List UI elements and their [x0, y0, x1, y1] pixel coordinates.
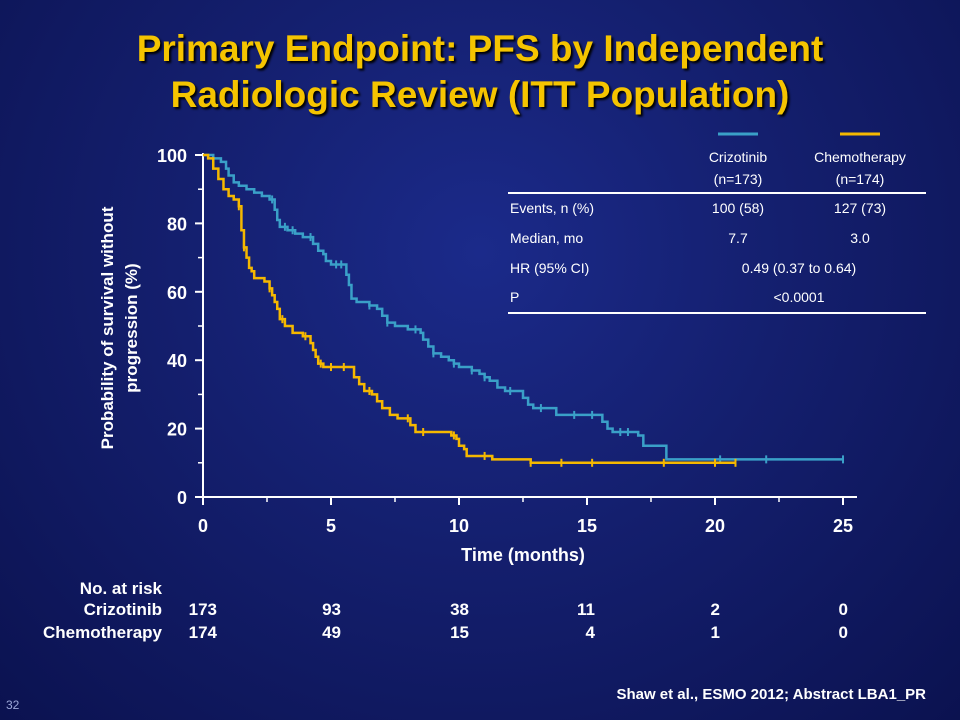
y-tick-label: 60 [167, 283, 187, 303]
y-tick-label: 40 [167, 351, 187, 371]
x-tick-label: 0 [198, 516, 208, 536]
risk-value: 93 [322, 600, 341, 619]
x-tick-label: 15 [577, 516, 597, 536]
legend-label-chemotherapy: Chemotherapy [814, 149, 906, 165]
x-tick-label: 25 [833, 516, 853, 536]
slide-number: 32 [6, 698, 20, 712]
risk-value: 2 [710, 600, 720, 619]
slide-title-line-2: Radiologic Review (ITT Population) [170, 74, 790, 115]
risk-value: 0 [838, 623, 848, 642]
stats-row-label: Events, n (%) [510, 200, 594, 216]
stats-row-value: 0.49 (0.37 to 0.64) [742, 260, 856, 276]
legend-n-chemotherapy: (n=174) [836, 171, 885, 187]
series-line-crizotinib [203, 153, 843, 461]
stats-row-value-crizotinib: 7.7 [728, 230, 748, 246]
stats-row-label: Median, mo [510, 230, 583, 246]
stats-row-label: HR (95% CI) [510, 260, 589, 276]
y-axis-label-line-2: progression (%) [122, 263, 141, 392]
legend-label-crizotinib: Crizotinib [709, 149, 768, 165]
risk-value: 11 [577, 600, 595, 619]
slide-title: Primary Endpoint: PFS by Independent Rad… [0, 26, 960, 118]
risk-value: 49 [322, 623, 341, 642]
slide-title-line-1: Primary Endpoint: PFS by Independent [136, 28, 824, 69]
risk-value: 4 [585, 623, 595, 642]
series-line-chemotherapy [203, 153, 736, 465]
x-tick-label: 20 [705, 516, 725, 536]
y-axis-label-line-1: Probability of survival without [98, 206, 117, 449]
stats-row-label: P [510, 289, 519, 305]
y-tick-label: 20 [167, 420, 187, 440]
risk-value: 38 [450, 600, 469, 619]
risk-value: 1 [710, 623, 720, 642]
citation: Shaw et al., ESMO 2012; Abstract LBA1_PR [616, 686, 926, 703]
risk-value: 0 [838, 600, 848, 619]
risk-value: 173 [188, 600, 217, 619]
x-axis-label: Time (months) [461, 545, 585, 565]
risk-value: 15 [450, 623, 469, 642]
risk-row-label: Chemotherapy [42, 623, 162, 642]
x-tick-label: 10 [449, 516, 469, 536]
risk-value: 174 [188, 623, 217, 642]
stats-row-value-chemotherapy: 127 (73) [834, 200, 886, 216]
stats-row-value-crizotinib: 100 (58) [712, 200, 764, 216]
legend-n-crizotinib: (n=173) [714, 171, 763, 187]
y-tick-label: 0 [177, 488, 187, 508]
risk-row-label: Crizotinib [83, 600, 162, 619]
y-tick-label: 100 [157, 146, 187, 166]
x-tick-label: 5 [326, 516, 336, 536]
y-tick-label: 80 [167, 214, 187, 234]
risk-table-header: No. at risk [79, 579, 162, 598]
stats-row-value: <0.0001 [774, 289, 825, 305]
stats-row-value-chemotherapy: 3.0 [850, 230, 870, 246]
